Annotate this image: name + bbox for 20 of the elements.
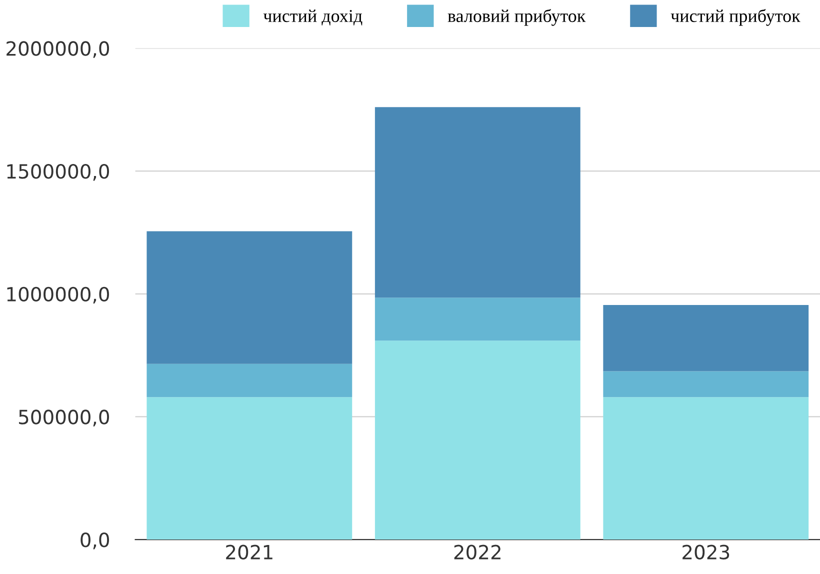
y-tick-label: 2000000,0 <box>6 41 110 58</box>
legend-label: чистий прибуток <box>670 9 800 26</box>
bar <box>146 397 352 540</box>
bar <box>146 231 352 364</box>
x-tick-label: 2021 <box>226 544 272 560</box>
bar <box>146 364 352 398</box>
bar <box>603 304 809 372</box>
x-tick-label: 2023 <box>682 544 730 560</box>
y-tick-label: 1000000,0 <box>7 286 110 304</box>
bar <box>374 107 580 298</box>
legend-label: чистий дохід <box>263 10 362 26</box>
legend-label: валовий прибуток <box>448 9 586 26</box>
x-tick-label: 2022 <box>454 544 500 560</box>
y-tick-label: 500000,0 <box>19 410 110 426</box>
bar <box>374 298 580 341</box>
bar <box>374 340 580 540</box>
bar <box>603 397 809 540</box>
y-tick-label: 0,0 <box>80 532 110 550</box>
y-tick-label: 1500000,0 <box>7 164 110 181</box>
bar <box>603 371 809 398</box>
